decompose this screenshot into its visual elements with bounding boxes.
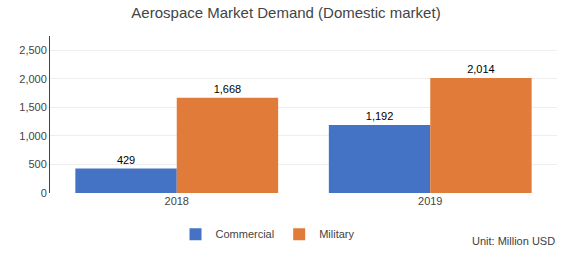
svg-text:Aerospace Market Demand (Domes: Aerospace Market Demand (Domestic market… [131,4,440,21]
svg-text:1,500: 1,500 [19,101,47,113]
svg-text:Military: Military [319,228,354,240]
svg-text:429: 429 [117,154,135,166]
svg-text:1,192: 1,192 [366,110,394,122]
svg-text:0: 0 [41,187,47,199]
svg-text:2,000: 2,000 [19,73,47,85]
svg-text:1,000: 1,000 [19,130,47,142]
svg-text:Unit: Million USD: Unit: Million USD [472,235,555,247]
svg-text:Commercial: Commercial [216,228,275,240]
svg-text:2018: 2018 [165,195,189,207]
svg-text:2,014: 2,014 [467,63,495,75]
svg-text:2019: 2019 [418,195,442,207]
svg-text:500: 500 [28,158,46,170]
svg-text:1,668: 1,668 [214,83,242,95]
svg-text:2,500: 2,500 [19,44,47,56]
